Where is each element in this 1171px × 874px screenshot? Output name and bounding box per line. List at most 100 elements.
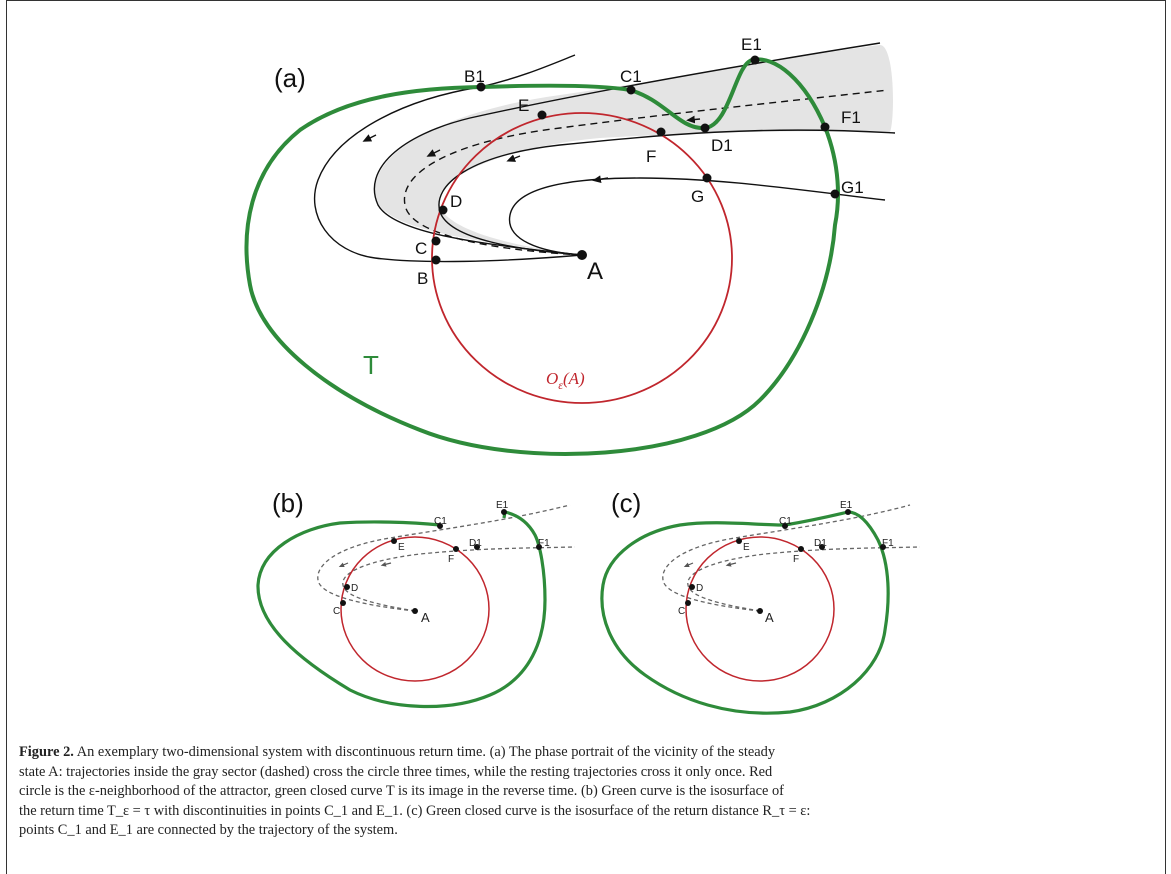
trajectory-upper-boundary [373, 42, 881, 256]
label-G: G [691, 187, 704, 206]
label-E: E [518, 96, 529, 115]
c-label-C1: C1 [779, 516, 792, 527]
c-arrow-2 [725, 561, 737, 567]
figure-frame [6, 0, 1166, 874]
panel-a: (a) [244, 35, 896, 456]
c-point-D1 [819, 544, 825, 550]
caption-line-2: state A: trajectories inside the gray se… [19, 763, 773, 780]
point-E [537, 110, 547, 120]
b-label-C: C [333, 606, 340, 617]
c-point-F [798, 546, 804, 552]
points-a [431, 55, 840, 265]
label-circle-arg: (A) [563, 369, 585, 388]
c-label-E1: E1 [840, 500, 853, 511]
label-D1: D1 [711, 136, 733, 155]
figure-caption: Figure 2. An exemplary two-dimensional s… [19, 743, 1154, 841]
b-label-A: A [421, 610, 430, 625]
c-epsilon-circle [685, 536, 835, 682]
label-E1: E1 [741, 35, 762, 54]
label-F1: F1 [841, 108, 861, 127]
point-E1 [750, 55, 760, 65]
point-G1 [830, 189, 840, 199]
label-G1: G1 [841, 178, 864, 197]
panel-c-label: (c) [611, 488, 641, 518]
figure-2: (a) [244, 35, 921, 715]
c-arrow-1 [683, 562, 694, 568]
label-circle-O: O [546, 369, 558, 388]
point-A [577, 250, 587, 260]
c-label-A: A [765, 610, 774, 625]
caption-line-5: points C_1 and E_1 are connected by the … [19, 822, 398, 838]
c-point-E1 [845, 509, 851, 515]
c-label-F1: F1 [882, 538, 894, 549]
panel-b-label: (b) [272, 488, 304, 518]
point-B1 [476, 82, 486, 92]
b-curve-T [256, 510, 547, 709]
b-label-C1: C1 [434, 516, 447, 527]
c-label-F: F [793, 554, 799, 565]
label-C1: C1 [620, 67, 642, 86]
panel-b: (b) A C D E F C1 D1 E1 F1 [256, 488, 576, 709]
point-F [656, 127, 666, 137]
c-label-D: D [696, 583, 703, 594]
b-point-F1 [536, 544, 542, 550]
trajectory-lower-boundary [438, 129, 896, 256]
b-arrow-1 [338, 562, 349, 568]
c-traj-lower [687, 546, 921, 612]
label-circle: Oε(A) [546, 369, 585, 392]
label-B: B [417, 269, 428, 288]
c-label-C: C [678, 606, 685, 617]
c-label-E: E [743, 542, 750, 553]
b-point-D1 [474, 544, 480, 550]
b-point-E1 [501, 509, 507, 515]
point-C [431, 236, 441, 246]
arrow-2 [426, 149, 441, 157]
c-point-D [689, 584, 695, 590]
frame-top-border [6, 0, 1165, 1]
b-epsilon-circle [340, 536, 490, 682]
label-F: F [646, 147, 656, 166]
b-label-D: D [351, 583, 358, 594]
b-point-F [453, 546, 459, 552]
arrow-4 [592, 175, 609, 184]
b-label-E: E [398, 542, 405, 553]
c-point-C [685, 600, 691, 606]
b-traj-upper [317, 504, 571, 612]
point-C1 [626, 85, 636, 95]
caption-line-1: Figure 2. An exemplary two-dimensional s… [19, 743, 1154, 763]
point-D1 [700, 123, 710, 133]
point-D [438, 205, 448, 215]
point-F1 [820, 122, 830, 132]
b-label-F: F [448, 554, 454, 565]
gray-sector [374, 45, 893, 255]
b-arrow-2 [380, 561, 392, 567]
point-G [702, 173, 712, 183]
c-traj-upper [662, 504, 911, 612]
label-circle-sub: ε [558, 378, 563, 392]
arrow-3 [506, 154, 521, 162]
label-T: T [363, 350, 379, 380]
c-label-D1: D1 [814, 538, 827, 549]
label-B1: B1 [464, 67, 485, 86]
c-point-C1 [782, 523, 788, 529]
label-D: D [450, 192, 462, 211]
trajectory-inner [508, 177, 886, 256]
trajectory-dashed-middle [403, 89, 889, 256]
b-point-C [340, 600, 346, 606]
panel-a-label: (a) [274, 63, 306, 93]
b-label-F1: F1 [538, 538, 550, 549]
c-point-E [736, 538, 742, 544]
b-point-A [412, 608, 418, 614]
b-label-D1: D1 [469, 538, 482, 549]
b-label-E1: E1 [496, 500, 509, 511]
c-point-F1 [880, 544, 886, 550]
b-point-D [344, 584, 350, 590]
b-traj-lower [342, 546, 576, 612]
label-A: A [587, 258, 603, 285]
caption-line-3: circle is the ε-neighborhood of the attr… [19, 783, 784, 799]
caption-figure-label: Figure 2. [19, 744, 74, 760]
point-B [431, 255, 441, 265]
trajectory-outer-upper [313, 54, 583, 263]
panel-c: (c) A C D E F C1 D1 E1 F1 [600, 488, 921, 715]
arrow-1 [362, 134, 377, 142]
